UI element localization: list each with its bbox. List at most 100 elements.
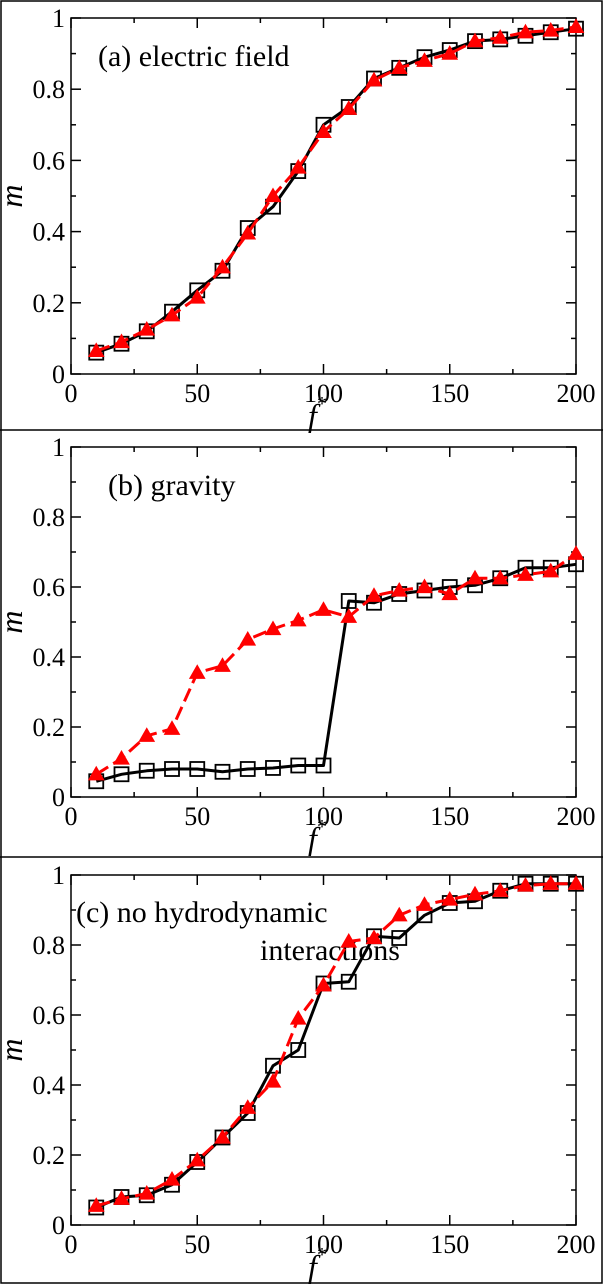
data-point-triangle	[315, 601, 332, 616]
x-axis-label: f*	[308, 393, 327, 433]
data-point-triangle	[239, 630, 257, 646]
series-line-solid-black	[95, 562, 577, 783]
data-point-triangle	[542, 875, 560, 890]
x-tick-label: 100	[304, 802, 343, 831]
series-line-dashed-red	[95, 552, 577, 776]
y-tick-label: 0	[52, 783, 65, 812]
x-tick-label: 150	[430, 802, 469, 831]
data-point-square	[290, 1042, 307, 1058]
y-tick-label: 0.2	[33, 1141, 66, 1170]
data-point-triangle	[441, 45, 459, 60]
x-tick-label: 50	[184, 1230, 210, 1259]
data-point-triangle	[315, 976, 332, 992]
panel-annotation: (c) no hydrodynamic	[76, 896, 328, 929]
data-point-triangle	[239, 1099, 257, 1114]
data-point-triangle	[567, 18, 585, 34]
data-point-triangle	[491, 882, 509, 897]
x-tick-label: 100	[304, 379, 343, 408]
y-tick-label: 0.8	[33, 931, 66, 960]
data-point-triangle	[239, 224, 257, 240]
data-point-square	[113, 766, 130, 783]
data-point-triangle	[416, 578, 433, 594]
data-point-triangle	[340, 932, 358, 948]
data-point-triangle	[138, 727, 156, 742]
y-tick-label: 1	[52, 4, 65, 33]
data-point-triangle	[188, 1151, 206, 1167]
data-point-square	[138, 762, 155, 779]
data-point-triangle	[466, 32, 484, 48]
data-point-triangle	[517, 23, 534, 39]
data-point-square	[290, 757, 307, 774]
data-point-triangle	[289, 1009, 307, 1025]
data-point-triangle	[138, 1184, 156, 1200]
x-tick-label: 50	[184, 379, 210, 408]
data-point-triangle	[163, 306, 181, 322]
x-tick-label: 0	[65, 379, 78, 408]
y-tick-label: 0.6	[33, 146, 66, 175]
data-point-triangle	[542, 21, 560, 37]
y-tick-label: 0.6	[33, 573, 66, 602]
panel-annotation: (b) gravity	[108, 469, 235, 502]
data-point-square	[265, 760, 281, 776]
x-tick-label: 50	[184, 802, 210, 831]
x-axis-label: f*	[308, 816, 327, 856]
data-point-triangle	[214, 1128, 231, 1144]
data-point-triangle	[87, 1197, 105, 1212]
y-tick-label: 0.2	[33, 289, 66, 318]
y-tick-label: 0.4	[33, 643, 66, 672]
data-point-square	[214, 763, 231, 780]
data-point-square	[340, 593, 357, 609]
y-axis-label: m	[0, 1038, 29, 1061]
data-point-triangle	[466, 885, 484, 901]
data-point-triangle	[441, 890, 459, 906]
data-point-triangle	[416, 52, 433, 67]
data-point-triangle	[567, 545, 585, 560]
series-line-dashed-red	[95, 882, 576, 1208]
data-point-triangle	[365, 587, 383, 602]
data-point-triangle	[441, 585, 459, 601]
data-point-square	[164, 761, 180, 777]
chart-panel-c: 0 50 100 150 200 0 0.2 0.4 0.6 0.8 1 f* m (c) no hydr…	[0, 861, 596, 1284]
y-tick-label: 0.6	[33, 1001, 66, 1030]
data-point-triangle	[390, 59, 408, 74]
data-point-triangle	[264, 187, 282, 203]
y-tick-label: 1	[52, 433, 65, 462]
y-axis-label: m	[0, 610, 29, 633]
data-point-square	[315, 757, 332, 774]
y-tick-label: 0.8	[33, 503, 66, 532]
data-point-triangle	[214, 657, 231, 672]
data-point-square	[239, 761, 256, 777]
data-point-triangle	[517, 566, 534, 581]
x-axis-label-superscript: *	[317, 1244, 327, 1266]
data-point-triangle	[491, 569, 509, 585]
data-point-triangle	[289, 611, 307, 627]
x-tick-label: 200	[557, 379, 596, 408]
x-axis-label: f*	[308, 1244, 327, 1284]
data-point-triangle	[163, 720, 181, 735]
data-point-triangle	[365, 929, 383, 945]
data-point-triangle	[340, 608, 358, 623]
data-point-triangle	[113, 333, 130, 349]
x-tick-label: 0	[65, 802, 78, 831]
data-point-triangle	[517, 876, 534, 892]
series-line-dashed-red	[95, 25, 577, 353]
data-point-triangle	[315, 123, 332, 139]
series-line-solid-black	[95, 882, 576, 1209]
data-point-triangle	[113, 1190, 130, 1205]
data-point-triangle	[365, 71, 383, 87]
data-point-triangle	[87, 342, 105, 357]
data-point-square	[265, 1057, 281, 1074]
data-point-triangle	[163, 1170, 181, 1186]
x-tick-label: 100	[304, 1230, 343, 1259]
data-point-triangle	[188, 288, 206, 304]
y-tick-label: 0.4	[33, 1071, 66, 1100]
y-tick-label: 0.4	[33, 218, 66, 247]
y-tick-label: 0	[52, 360, 65, 389]
chart-panel-a: 0 50 100 150 200 0 0.2 0.4 0.6 0.8 1 f* m (a) electri…	[0, 4, 596, 433]
x-axis-label-superscript: *	[317, 816, 327, 838]
data-point-triangle	[264, 620, 282, 636]
data-point-triangle	[466, 569, 484, 585]
panel-annotation: (a) electric field	[98, 40, 290, 73]
